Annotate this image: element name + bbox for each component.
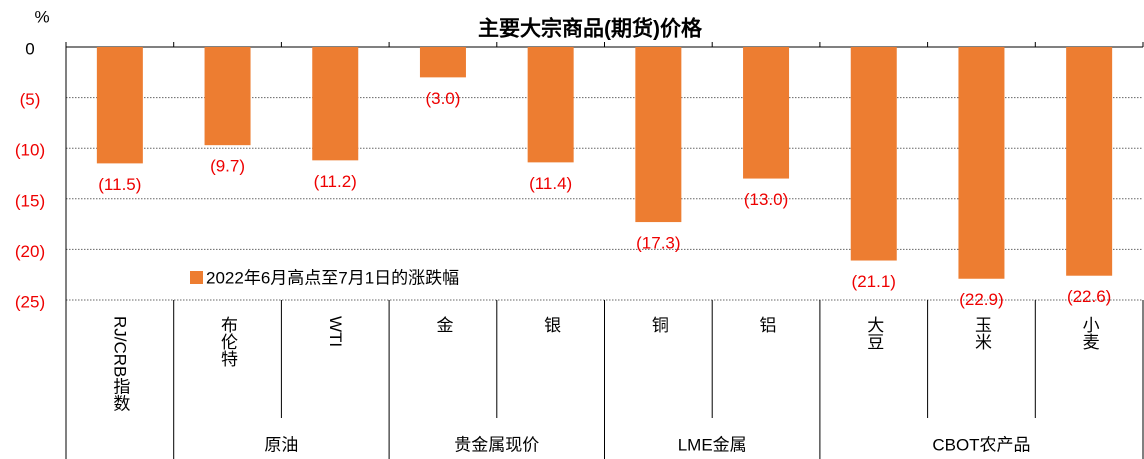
bar bbox=[635, 47, 682, 223]
group-label: CBOT农产品 bbox=[932, 435, 1030, 454]
x-tick-label: 铝 bbox=[757, 316, 777, 333]
value-label: (11.2) bbox=[314, 172, 357, 191]
x-tick-label: 金 bbox=[433, 316, 453, 333]
y-tick-label: (10) bbox=[15, 141, 45, 160]
bar bbox=[419, 47, 466, 78]
x-tick-label: 铜 bbox=[649, 316, 669, 334]
value-label: (17.3) bbox=[636, 234, 680, 253]
bar bbox=[743, 47, 790, 179]
chart-title: 主要大宗商品(期货)价格 bbox=[478, 17, 703, 41]
x-tick-label: 玉米 bbox=[972, 316, 992, 350]
bar bbox=[96, 47, 143, 164]
x-tick-label: 大豆 bbox=[864, 316, 884, 350]
bar bbox=[204, 47, 251, 146]
legend-swatch bbox=[190, 271, 203, 284]
group-label: LME金属 bbox=[678, 435, 747, 454]
y-tick-label: (15) bbox=[15, 191, 45, 210]
legend-label: 2022年6月高点至7月1日的涨跌幅 bbox=[206, 268, 459, 287]
bar bbox=[1066, 47, 1113, 276]
x-tick-label: 布伦特 bbox=[218, 316, 238, 367]
x-tick-label: 小麦 bbox=[1080, 316, 1100, 350]
y-axis-label: % bbox=[34, 7, 49, 26]
value-label: (22.9) bbox=[959, 290, 1003, 309]
bar bbox=[850, 47, 897, 261]
bar bbox=[312, 47, 359, 161]
y-tick-label: 0 bbox=[25, 39, 34, 58]
y-tick-label: (20) bbox=[15, 242, 45, 261]
value-label: (13.0) bbox=[744, 190, 788, 209]
bar bbox=[958, 47, 1005, 279]
group-label: 贵金属现价 bbox=[454, 435, 539, 454]
value-label: (22.6) bbox=[1067, 287, 1111, 306]
x-tick-label: RJ/CRB指数 bbox=[110, 316, 130, 411]
value-label: (11.5) bbox=[98, 175, 141, 194]
value-label: (3.0) bbox=[425, 89, 460, 108]
group-label: 原油 bbox=[264, 435, 298, 454]
bar bbox=[527, 47, 574, 163]
y-tick-label: (25) bbox=[15, 292, 45, 311]
value-label: (11.4) bbox=[529, 174, 572, 193]
x-tick-label: WTI bbox=[326, 316, 345, 347]
value-label: (9.7) bbox=[210, 157, 245, 176]
value-label: (21.1) bbox=[852, 272, 896, 291]
x-tick-label: 银 bbox=[541, 316, 561, 333]
y-tick-label: (5) bbox=[20, 90, 41, 109]
